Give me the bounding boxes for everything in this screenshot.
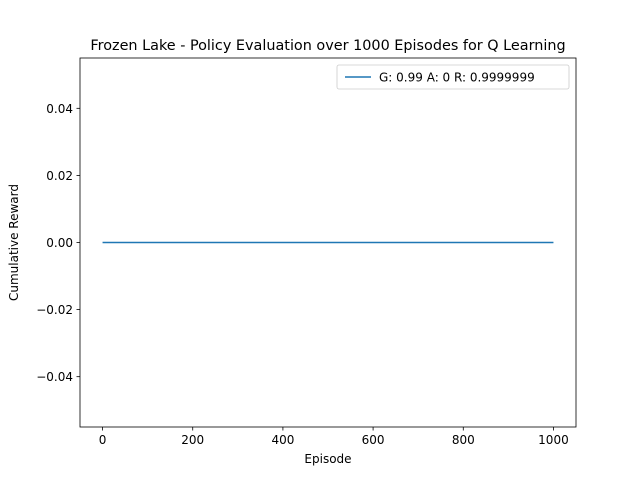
x-tick-label: 200 bbox=[181, 433, 204, 447]
legend: G: 0.99 A: 0 R: 0.9999999 bbox=[336, 64, 570, 90]
legend-label: G: 0.99 A: 0 R: 0.9999999 bbox=[379, 71, 535, 85]
x-tick-label: 800 bbox=[452, 433, 475, 447]
x-axis-label: Episode bbox=[304, 452, 351, 466]
x-axis: 0 200 400 600 800 1000 bbox=[99, 427, 569, 447]
chart-title: Frozen Lake - Policy Evaluation over 100… bbox=[90, 38, 565, 54]
x-tick-label: 0 bbox=[99, 433, 107, 447]
y-tick-label: 0.02 bbox=[46, 169, 73, 183]
x-tick-label: 600 bbox=[362, 433, 385, 447]
y-axis: −0.04 −0.02 0.00 0.02 0.04 bbox=[36, 102, 80, 384]
y-tick-label: 0.00 bbox=[46, 236, 73, 250]
axes-frame bbox=[79, 57, 577, 428]
y-tick-label: 0.04 bbox=[46, 102, 73, 116]
legend-box bbox=[336, 64, 570, 90]
y-tick-label: −0.02 bbox=[36, 303, 73, 317]
y-tick-label: −0.04 bbox=[36, 370, 73, 384]
x-tick-label: 1000 bbox=[538, 433, 569, 447]
x-tick-label: 400 bbox=[271, 433, 294, 447]
y-axis-label: Cumulative Reward bbox=[7, 184, 21, 301]
